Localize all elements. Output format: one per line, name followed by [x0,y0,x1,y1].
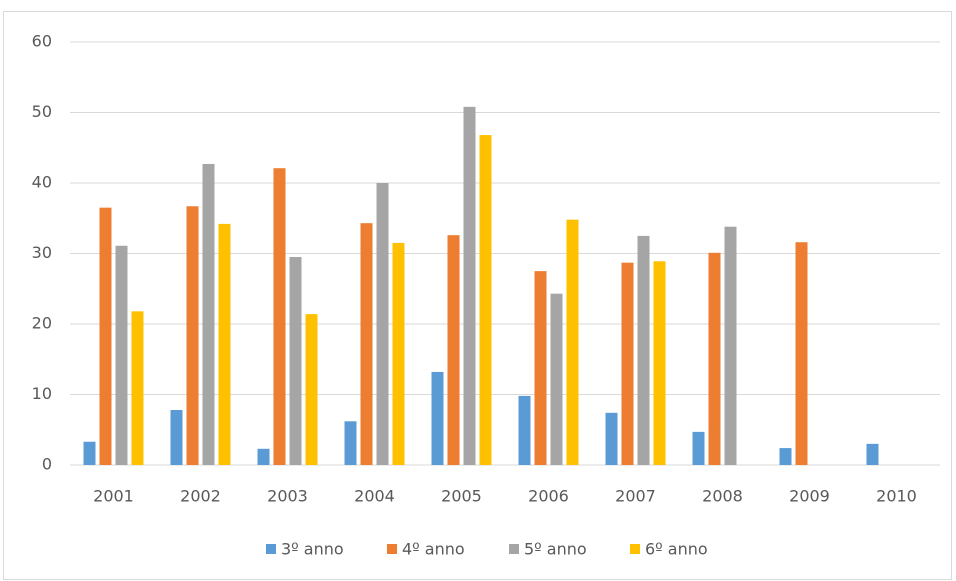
y-tick-label: 50 [32,102,52,121]
bar [289,257,302,465]
legend-label: 4º anno [402,540,465,559]
bar [392,242,405,465]
bar [692,431,705,465]
bar [115,245,128,465]
legend-label: 6º anno [645,540,708,559]
x-tick-label: 2005 [441,487,482,506]
legend-label: 3º anno [281,540,344,559]
x-tick-label: 2003 [267,487,308,506]
bar [605,412,618,465]
bar [202,163,215,465]
bar [376,183,389,465]
y-tick-label: 0 [42,455,52,474]
bar [83,441,96,465]
bar [724,226,737,465]
bar [186,206,199,465]
bar [566,219,579,465]
bar [99,207,112,466]
bar [795,242,808,465]
chart-border [3,11,952,580]
bar [344,421,357,465]
x-tick-label: 2008 [702,487,743,506]
y-tick-label: 30 [32,243,52,262]
bar [257,448,270,465]
bar [779,448,792,465]
bar [305,314,318,465]
x-tick-label: 2002 [180,487,221,506]
bar [431,371,444,465]
x-tick-label: 2009 [789,487,830,506]
bar [866,443,879,465]
bar [637,235,650,465]
bar [479,135,492,465]
bar [447,235,460,465]
bar [273,168,286,465]
legend-swatch [509,544,519,554]
x-tick-label: 2006 [528,487,569,506]
legend-swatch [630,544,640,554]
bar [653,261,666,465]
bar [708,252,721,465]
y-tick-label: 20 [32,314,52,333]
legend-swatch [266,544,276,554]
bar [534,271,547,465]
bar [518,395,531,465]
x-tick-label: 2001 [93,487,134,506]
bar [218,223,231,465]
bar [463,106,476,466]
bar [131,311,144,465]
x-tick-label: 2007 [615,487,656,506]
y-tick-label: 40 [32,173,52,192]
x-tick-label: 2004 [354,487,395,506]
y-tick-label: 60 [32,32,52,51]
bar [621,262,634,465]
bar [360,223,373,465]
bar [170,410,183,465]
legend-swatch [387,544,397,554]
legend-label: 5º anno [524,540,587,559]
y-tick-label: 10 [32,384,52,403]
x-tick-label: 2010 [876,487,917,506]
bar [550,293,563,465]
